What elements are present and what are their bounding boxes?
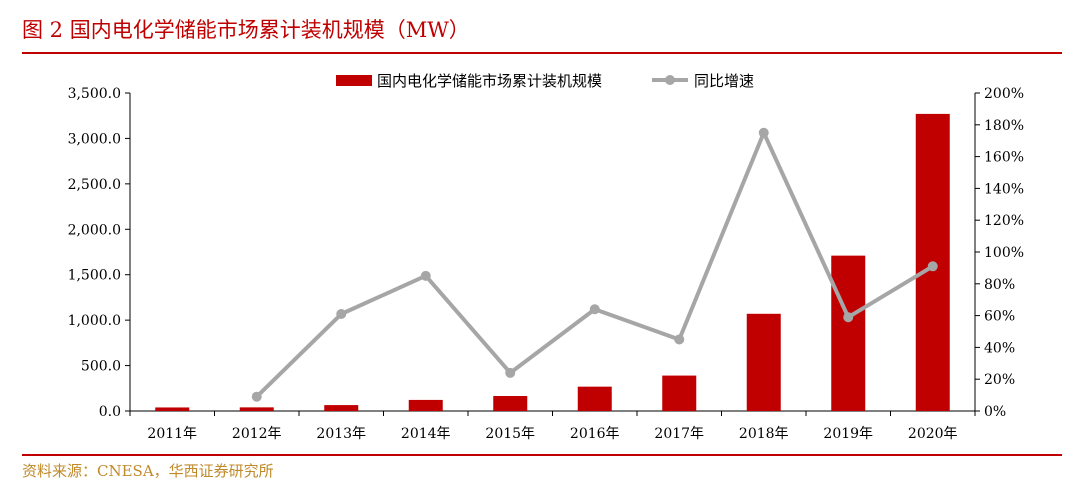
x-tick-label: 2014年 bbox=[401, 426, 451, 442]
bar bbox=[493, 396, 528, 411]
bar bbox=[662, 375, 697, 411]
y-right-tick-label: 40% bbox=[984, 340, 1015, 356]
growth-point bbox=[758, 127, 769, 138]
bar bbox=[408, 399, 443, 411]
y-left-tick-label: 500.0 bbox=[81, 359, 121, 375]
source-note: 资料来源：CNESA，华西证券研究所 bbox=[22, 462, 274, 480]
growth-point bbox=[589, 304, 600, 315]
legend-line-label: 同比增速 bbox=[694, 72, 754, 90]
y-right-tick-label: 20% bbox=[984, 372, 1015, 388]
figure-title: 图 2 国内电化学储能市场累计装机规模（MW） bbox=[22, 18, 470, 42]
y-left-tick-label: 0.0 bbox=[99, 404, 121, 420]
bars bbox=[155, 113, 950, 411]
y-right-tick-label: 60% bbox=[984, 309, 1015, 325]
x-tick-label: 2020年 bbox=[908, 426, 958, 442]
bar bbox=[831, 255, 866, 411]
legend-line-marker bbox=[665, 75, 675, 85]
bar bbox=[746, 313, 781, 411]
bar bbox=[239, 407, 274, 411]
legend-bar-label: 国内电化学储能市场累计装机规模 bbox=[377, 72, 602, 90]
legend: 国内电化学储能市场累计装机规模 同比增速 bbox=[336, 72, 754, 90]
y-left-tick-label: 3,500.0 bbox=[68, 86, 121, 102]
y-right-tick-label: 180% bbox=[984, 118, 1024, 134]
y-left-tick-label: 2,000.0 bbox=[68, 222, 121, 238]
x-tick-label: 2019年 bbox=[823, 426, 873, 442]
bar bbox=[577, 386, 612, 411]
growth-point bbox=[505, 367, 516, 378]
x-tick-label: 2018年 bbox=[739, 426, 789, 442]
y-right-tick-label: 160% bbox=[984, 150, 1024, 166]
y-right-tick-label: 140% bbox=[984, 181, 1024, 197]
x-tick-label: 2017年 bbox=[654, 426, 704, 442]
y-right-tick-label: 80% bbox=[984, 277, 1015, 293]
y-right-tick-label: 120% bbox=[984, 213, 1024, 229]
y-right-tick-label: 0% bbox=[984, 404, 1006, 420]
growth-point bbox=[674, 334, 685, 345]
line-series bbox=[251, 127, 938, 402]
growth-point bbox=[336, 309, 347, 320]
x-tick-label: 2011年 bbox=[147, 426, 197, 442]
y-right-tick-label: 100% bbox=[984, 245, 1024, 261]
y-right-tick-label: 200% bbox=[984, 86, 1024, 102]
bar bbox=[155, 407, 190, 411]
y-left-tick-label: 1,500.0 bbox=[68, 268, 121, 284]
bar bbox=[324, 405, 359, 411]
title-rule bbox=[22, 52, 1062, 54]
x-tick-label: 2012年 bbox=[232, 426, 282, 442]
growth-point bbox=[843, 312, 854, 323]
source-rule bbox=[22, 454, 1062, 456]
growth-point bbox=[420, 270, 431, 281]
x-tick-label: 2015年 bbox=[485, 426, 535, 442]
growth-point bbox=[927, 261, 938, 272]
legend-bar-swatch bbox=[336, 75, 372, 86]
x-tick-labels: 2011年 2012年 2013年 2014年 2015年 2016年 2017年 2018年… bbox=[147, 426, 957, 442]
y-right-tick-labels: 0% 20% 40% 60% 80% 100% 120% 140% 160% 180% 200% bbox=[984, 86, 1024, 420]
growth-point bbox=[251, 391, 262, 402]
x-tick-label: 2013年 bbox=[316, 426, 366, 442]
y-left-tick-label: 2,500.0 bbox=[68, 177, 121, 193]
y-left-tick-labels: 0.0 500.0 1,000.0 1,500.0 2,000.0 2,500.0 3,00… bbox=[68, 86, 121, 420]
x-tick-label: 2016年 bbox=[570, 426, 620, 442]
y-left-tick-label: 1,000.0 bbox=[68, 313, 121, 329]
y-left-tick-label: 3,000.0 bbox=[68, 131, 121, 147]
